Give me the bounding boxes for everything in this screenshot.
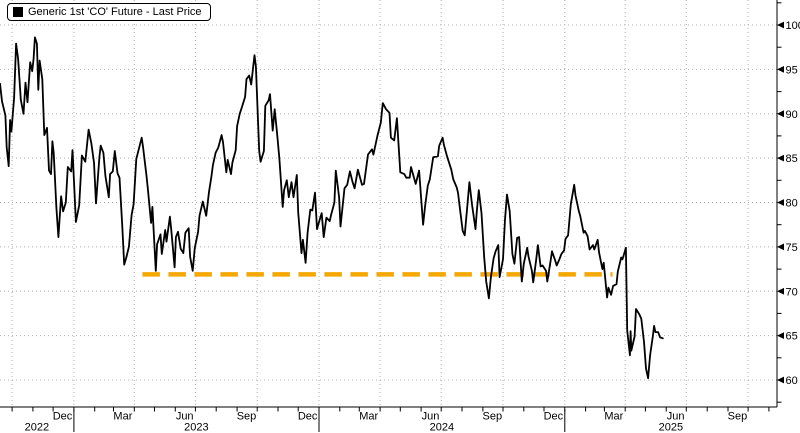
- price-line: [0, 36, 664, 380]
- y-tick-arrow: [777, 287, 784, 295]
- y-tick-label: 70: [786, 286, 798, 298]
- y-tick-arrow: [777, 332, 784, 339]
- y-tick-arrow: [777, 66, 784, 73]
- legend[interactable]: Generic 1st 'CO' Future - Last Price: [7, 3, 211, 21]
- y-tick-label: 95: [786, 64, 798, 76]
- y-tick-label: 85: [786, 153, 798, 165]
- x-month-label: Mar: [604, 411, 623, 423]
- x-year-label: 2022: [25, 422, 49, 433]
- x-month-label: Mar: [359, 411, 378, 423]
- x-month-label: Sep: [728, 411, 748, 423]
- legend-swatch: [13, 7, 23, 17]
- y-tick-arrow: [777, 199, 784, 206]
- y-tick-label: 65: [786, 331, 798, 343]
- x-month-label: Jun: [422, 411, 440, 423]
- y-tick-arrow: [777, 110, 784, 118]
- x-year-label: 2025: [659, 422, 683, 433]
- x-month-label: Dec: [544, 411, 564, 423]
- legend-label: Generic 1st 'CO' Future - Last Price: [28, 6, 202, 18]
- x-year-label: 2024: [430, 422, 454, 433]
- x-month-label: Jun: [176, 411, 194, 423]
- y-tick-arrow: [777, 376, 784, 384]
- y-tick-arrow: [777, 243, 784, 251]
- x-month-label: Sep: [237, 411, 257, 423]
- x-year-label: 2023: [184, 422, 208, 433]
- y-tick-arrow: [777, 21, 784, 29]
- y-tick-label: 75: [786, 242, 798, 254]
- x-month-label: Dec: [298, 411, 318, 423]
- x-month-label: Mar: [113, 411, 132, 423]
- y-tick-label: 80: [786, 198, 798, 210]
- y-tick-arrow: [777, 154, 784, 162]
- x-month-label: Jun: [667, 411, 685, 423]
- x-month-label: Sep: [483, 411, 503, 423]
- y-tick-label: 100: [786, 20, 800, 32]
- y-tick-label: 90: [786, 109, 798, 121]
- x-month-label: Dec: [53, 411, 73, 423]
- y-tick-label: 60: [786, 375, 798, 387]
